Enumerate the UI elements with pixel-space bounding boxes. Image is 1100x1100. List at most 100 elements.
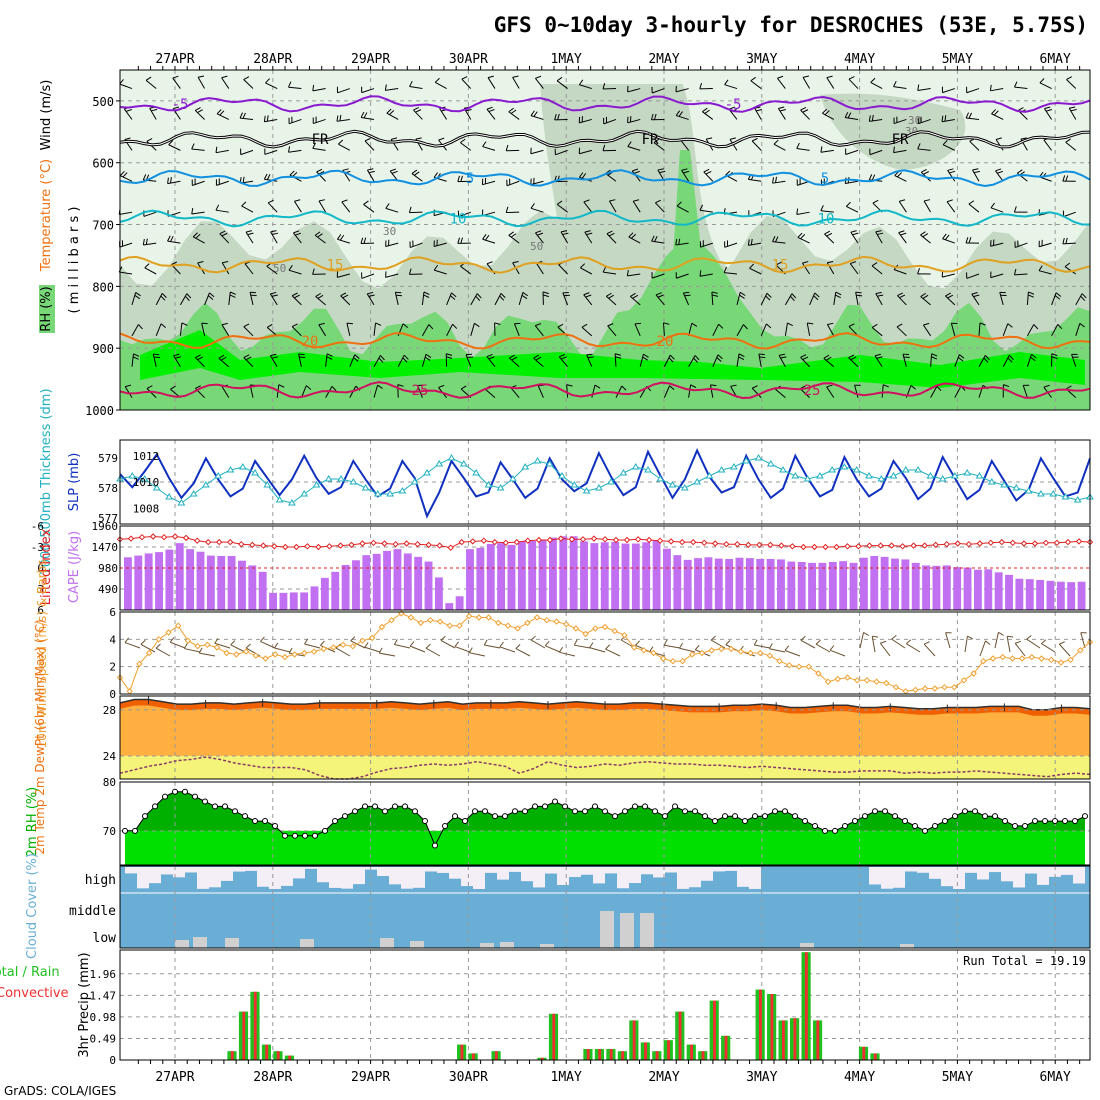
- rh2m-marker: [962, 808, 968, 815]
- barb-feather: [780, 356, 787, 359]
- lifted-index-marker: [954, 540, 961, 547]
- lifted-index-marker: [215, 538, 223, 546]
- barb-feather: [170, 177, 172, 184]
- barb-shaft: [191, 211, 205, 215]
- barb-feather: [171, 261, 178, 266]
- upper-wind-barb: [826, 75, 835, 89]
- upper-wind-barb: [1026, 324, 1039, 337]
- lifted-index-marker: [524, 537, 532, 544]
- barb-feather: [922, 233, 929, 238]
- barb-feather: [1081, 293, 1087, 299]
- thickness-marker: [987, 478, 996, 485]
- barb-shaft: [1051, 292, 1057, 306]
- barb-shaft: [144, 267, 157, 275]
- wind-speed-marker: [495, 619, 502, 627]
- rh2m-marker: [672, 803, 678, 810]
- barb-feather: [294, 199, 301, 202]
- barb-feather: [386, 108, 392, 114]
- barb-feather: [219, 230, 226, 235]
- upper-wind-barb: [823, 354, 835, 368]
- lifted-index-marker: [557, 535, 565, 542]
- barb-shaft: [1062, 242, 1076, 245]
- upper-wind-barb: [560, 230, 569, 244]
- barb-shaft: [266, 327, 278, 337]
- upper-wind-barb: [408, 268, 423, 275]
- barb-shaft: [421, 354, 427, 367]
- cape-tick: 1470: [92, 541, 119, 554]
- cloud-high-gap: [401, 867, 413, 889]
- upper-wind-barb: [580, 263, 593, 275]
- upper-wind-barb: [512, 75, 520, 89]
- cloud-high-gap: [689, 867, 701, 888]
- upper-wind-barb: [534, 323, 544, 337]
- barb-feather: [775, 236, 779, 243]
- cape-bar: [486, 544, 495, 610]
- barb-shaft: [245, 231, 254, 244]
- lifted-index-marker: [1053, 539, 1061, 547]
- cloud-high-gap: [437, 867, 449, 873]
- barb-feather: [221, 75, 228, 79]
- barb-feather: [425, 643, 431, 649]
- lifted-index-marker: [370, 539, 377, 547]
- barb-shaft: [896, 326, 907, 337]
- lifted-index-marker: [447, 544, 454, 551]
- wind-speed-marker: [698, 649, 706, 657]
- upper-wind-barb: [615, 385, 627, 398]
- barb-feather: [487, 75, 494, 79]
- thickness-marker: [619, 469, 628, 476]
- upper-wind-barb: [270, 230, 279, 244]
- upper-wind-barb: [421, 291, 430, 305]
- upper-y-tick: 900: [92, 342, 114, 356]
- upper-wind-barb: [802, 75, 811, 89]
- barb-feather: [738, 353, 745, 358]
- cape-bar: [466, 549, 474, 610]
- upper-wind-barb: [264, 148, 278, 155]
- barb-feather: [488, 356, 495, 360]
- barb-feather: [1013, 268, 1017, 275]
- upper-wind-barb: [249, 291, 257, 306]
- upper-wind-barb: [300, 385, 312, 398]
- barb-shaft: [979, 640, 986, 657]
- wind-speed-marker: [601, 623, 609, 631]
- upper-wind-barb: [1022, 384, 1030, 398]
- thickness-marker: [509, 475, 517, 482]
- upper-wind-barb: [513, 322, 521, 337]
- upper-wind-barb: [627, 116, 641, 124]
- barb-feather: [363, 237, 367, 244]
- rh2m-marker: [652, 808, 658, 815]
- barb-feather: [971, 291, 978, 295]
- barb-feather: [535, 230, 542, 234]
- slp-line: [119, 448, 1091, 519]
- precip-convective-bar: [816, 1020, 820, 1060]
- thickness-marker: [644, 466, 652, 473]
- upper-wind-barb: [192, 232, 205, 244]
- x-tick-top-5MAY: 5MAY: [942, 52, 973, 67]
- cape-bar: [289, 592, 298, 610]
- thickness-marker: [901, 466, 910, 473]
- barb-feather: [772, 177, 775, 184]
- upper-wind-barb: [874, 353, 883, 368]
- barb-shaft: [555, 149, 568, 156]
- upper-wind-barb: [991, 109, 1004, 120]
- upper-wind-barb: [1038, 265, 1052, 275]
- barb-feather: [802, 261, 809, 264]
- thickness-axis-label: 1000-500mb Thickness (dm): [39, 388, 54, 575]
- slp-tick: 1010: [133, 476, 160, 489]
- barb-feather: [542, 294, 549, 298]
- thickness-marker: [251, 469, 259, 476]
- lifted-index-marker: [634, 536, 642, 543]
- barb-feather: [1013, 206, 1017, 213]
- barb-feather: [983, 357, 989, 363]
- barb-feather: [827, 261, 834, 264]
- upper-wind-barb: [312, 142, 326, 151]
- barb-feather: [852, 232, 859, 236]
- barb-shaft: [325, 353, 328, 367]
- upper-wind-barb: [1039, 78, 1052, 89]
- x-tick-top-1MAY: 1MAY: [551, 52, 582, 67]
- barb-feather: [775, 176, 777, 183]
- barb-feather: [272, 232, 279, 235]
- barb-feather: [704, 109, 710, 114]
- barb-feather: [452, 323, 458, 329]
- upper-wind-barb: [833, 291, 842, 305]
- rh2m-marker: [952, 813, 958, 820]
